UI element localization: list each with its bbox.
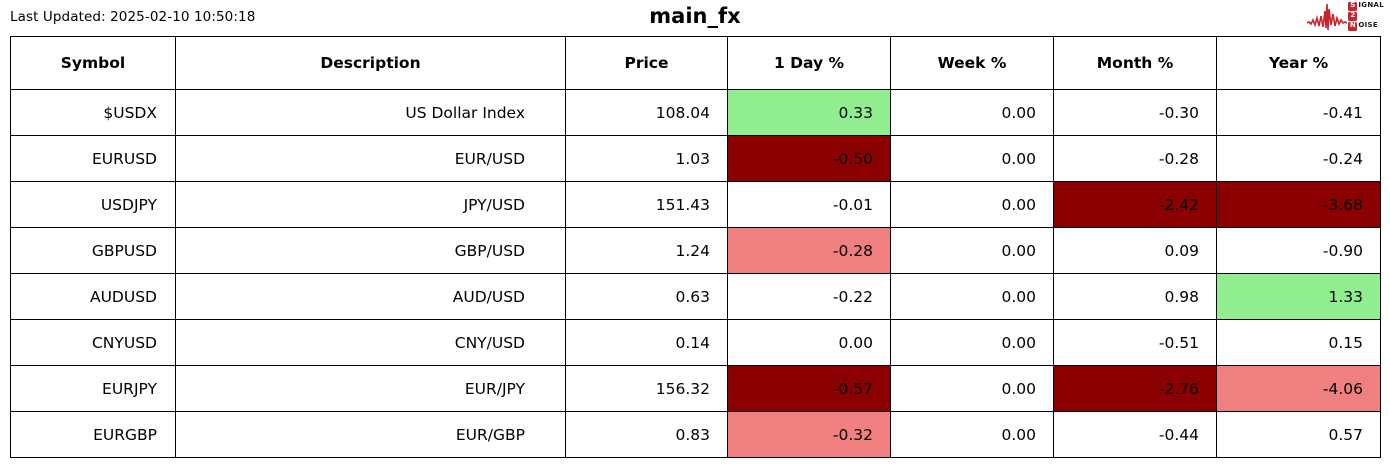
column-header-price: Price xyxy=(565,36,728,90)
pct-week-cell: 0.00 xyxy=(890,181,1054,228)
table-body: $USDX US Dollar Index 108.04 0.33 0.00 -… xyxy=(10,89,1381,458)
description-cell: EUR/GBP xyxy=(175,411,566,458)
pct-week-cell: 0.00 xyxy=(890,319,1054,366)
pct-1day-cell: -0.50 xyxy=(727,135,891,182)
symbol-cell: $USDX xyxy=(10,89,176,136)
pct-week-cell: 0.00 xyxy=(890,227,1054,274)
table-header: Symbol Description Price 1 Day % Week % … xyxy=(10,36,1381,90)
fx-table: Symbol Description Price 1 Day % Week % … xyxy=(10,36,1381,458)
symbol-cell: AUDUSD xyxy=(10,273,176,320)
logo-letter-n: N xyxy=(1348,21,1358,31)
pct-1day-cell: 0.00 xyxy=(727,319,891,366)
pct-week-cell: 0.00 xyxy=(890,273,1054,320)
pct-week-cell: 0.00 xyxy=(890,89,1054,136)
pct-year-cell: 1.33 xyxy=(1216,273,1381,320)
column-header-description: Description xyxy=(175,36,566,90)
pct-month-cell: -0.44 xyxy=(1053,411,1217,458)
pct-year-cell: -0.90 xyxy=(1216,227,1381,274)
table-row: EURJPY EUR/JPY 156.32 -0.57 0.00 -2.76 -… xyxy=(10,365,1381,412)
pct-month-cell: -0.51 xyxy=(1053,319,1217,366)
pct-1day-cell: -0.28 xyxy=(727,227,891,274)
price-cell: 151.43 xyxy=(565,181,728,228)
table-row: AUDUSD AUD/USD 0.63 -0.22 0.00 0.98 1.33 xyxy=(10,273,1381,320)
column-header-symbol: Symbol xyxy=(10,36,176,90)
pct-1day-cell: -0.01 xyxy=(727,181,891,228)
description-cell: JPY/USD xyxy=(175,181,566,228)
logo-word-noise: OISE xyxy=(1358,21,1378,30)
description-cell: GBP/USD xyxy=(175,227,566,274)
logo-word-signal: IGNAL xyxy=(1358,1,1384,10)
pct-month-cell: 0.98 xyxy=(1053,273,1217,320)
symbol-cell: EURGBP xyxy=(10,411,176,458)
pct-month-cell: -0.30 xyxy=(1053,89,1217,136)
table-row: EURGBP EUR/GBP 0.83 -0.32 0.00 -0.44 0.5… xyxy=(10,411,1381,458)
price-cell: 0.14 xyxy=(565,319,728,366)
page-title: main_fx xyxy=(649,4,741,28)
description-cell: US Dollar Index xyxy=(175,89,566,136)
symbol-cell: USDJPY xyxy=(10,181,176,228)
waveform-icon xyxy=(1307,3,1348,31)
column-header-month: Month % xyxy=(1053,36,1217,90)
logo-text: S IGNAL 2 N OISE xyxy=(1348,1,1384,31)
description-cell: EUR/USD xyxy=(175,135,566,182)
logo-digit-2: 2 xyxy=(1348,11,1358,21)
column-header-year: Year % xyxy=(1216,36,1381,90)
waveform-path xyxy=(1307,3,1348,31)
price-cell: 156.32 xyxy=(565,365,728,412)
pct-month-cell: -0.28 xyxy=(1053,135,1217,182)
pct-year-cell: -4.06 xyxy=(1216,365,1381,412)
description-cell: EUR/JPY xyxy=(175,365,566,412)
price-cell: 1.03 xyxy=(565,135,728,182)
table-row: $USDX US Dollar Index 108.04 0.33 0.00 -… xyxy=(10,89,1381,136)
pct-week-cell: 0.00 xyxy=(890,365,1054,412)
symbol-cell: EURJPY xyxy=(10,365,176,412)
table-row: EURUSD EUR/USD 1.03 -0.50 0.00 -0.28 -0.… xyxy=(10,135,1381,182)
description-cell: AUD/USD xyxy=(175,273,566,320)
symbol-cell: EURUSD xyxy=(10,135,176,182)
top-bar: Last Updated: 2025-02-10 10:50:18 main_f… xyxy=(0,0,1390,36)
last-updated-timestamp: Last Updated: 2025-02-10 10:50:18 xyxy=(10,9,256,25)
price-cell: 0.83 xyxy=(565,411,728,458)
pct-1day-cell: -0.22 xyxy=(727,273,891,320)
pct-1day-cell: -0.57 xyxy=(727,365,891,412)
symbol-cell: CNYUSD xyxy=(10,319,176,366)
pct-month-cell: -2.76 xyxy=(1053,365,1217,412)
pct-year-cell: 0.57 xyxy=(1216,411,1381,458)
pct-year-cell: 0.15 xyxy=(1216,319,1381,366)
price-cell: 0.63 xyxy=(565,273,728,320)
signal2noise-logo: S IGNAL 2 N OISE xyxy=(1307,1,1384,31)
price-cell: 108.04 xyxy=(565,89,728,136)
pct-year-cell: -3.68 xyxy=(1216,181,1381,228)
symbol-cell: GBPUSD xyxy=(10,227,176,274)
pct-1day-cell: -0.32 xyxy=(727,411,891,458)
logo-letter-s: S xyxy=(1348,1,1358,11)
description-cell: CNY/USD xyxy=(175,319,566,366)
table-row: GBPUSD GBP/USD 1.24 -0.28 0.00 0.09 -0.9… xyxy=(10,227,1381,274)
pct-month-cell: -2.42 xyxy=(1053,181,1217,228)
table-row: USDJPY JPY/USD 151.43 -0.01 0.00 -2.42 -… xyxy=(10,181,1381,228)
pct-1day-cell: 0.33 xyxy=(727,89,891,136)
price-cell: 1.24 xyxy=(565,227,728,274)
pct-month-cell: 0.09 xyxy=(1053,227,1217,274)
column-header-week: Week % xyxy=(890,36,1054,90)
column-header-1day: 1 Day % xyxy=(727,36,891,90)
pct-week-cell: 0.00 xyxy=(890,411,1054,458)
table-row: CNYUSD CNY/USD 0.14 0.00 0.00 -0.51 0.15 xyxy=(10,319,1381,366)
pct-year-cell: -0.24 xyxy=(1216,135,1381,182)
pct-week-cell: 0.00 xyxy=(890,135,1054,182)
pct-year-cell: -0.41 xyxy=(1216,89,1381,136)
